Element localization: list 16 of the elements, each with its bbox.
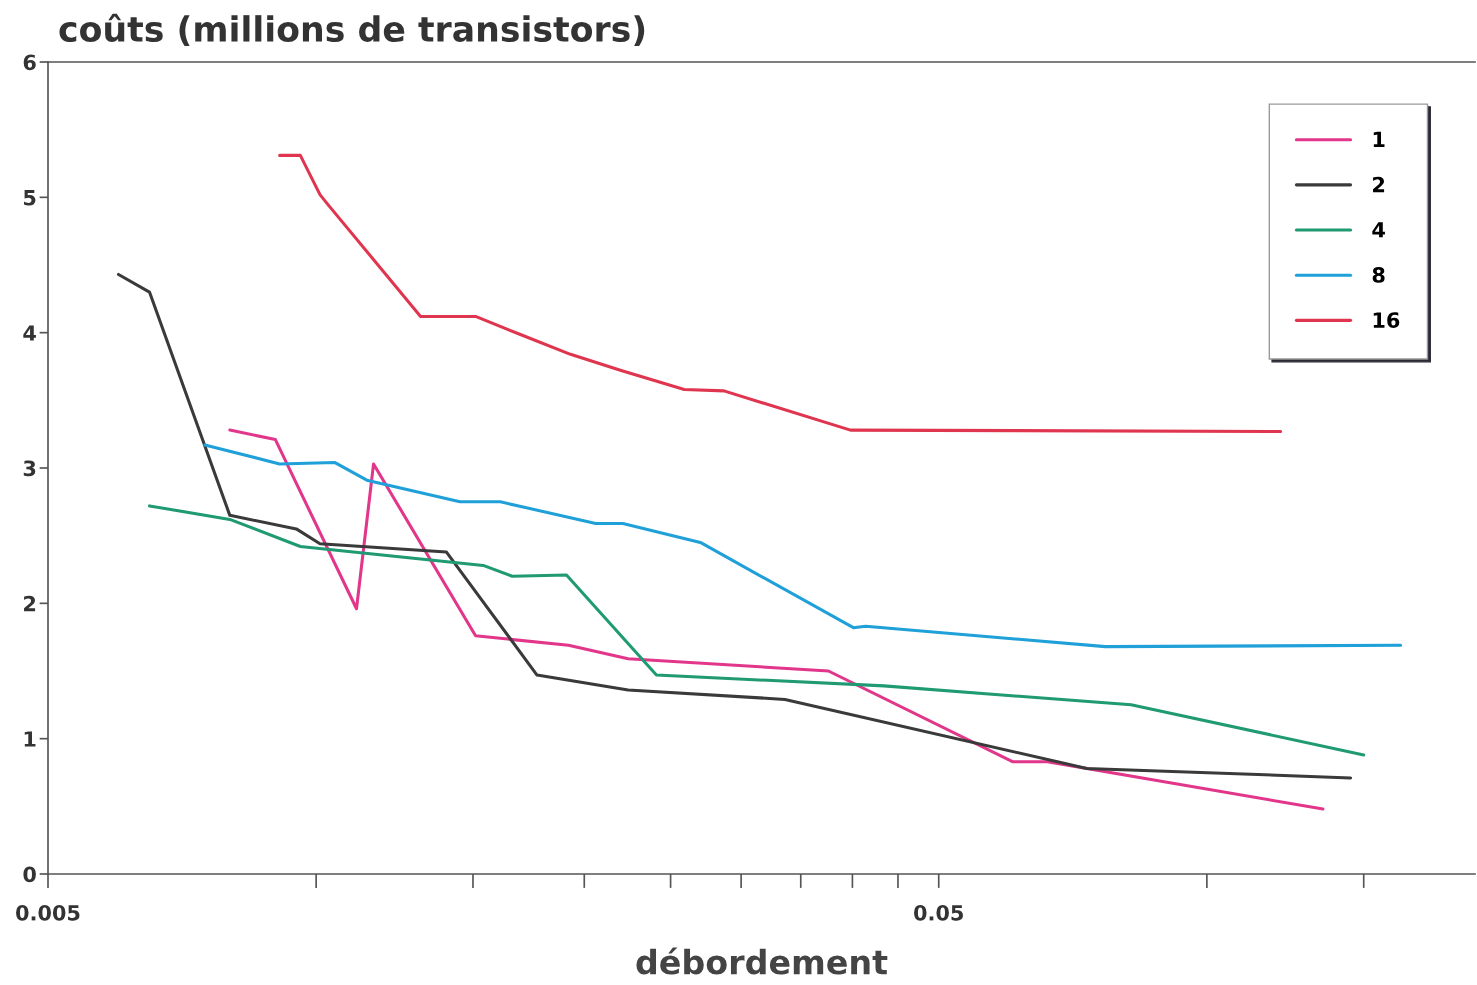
y-tick-label: 6 (23, 54, 36, 71)
y-tick-label: 3 (23, 460, 36, 477)
y-tick-label: 4 (23, 325, 36, 341)
legend-label: 8 (1372, 267, 1385, 283)
legend-label: 2 (1373, 176, 1385, 193)
x-axis-title: débordement (636, 947, 888, 975)
legend-label: 4 (1372, 222, 1385, 238)
x-tick-label: 0.05 (914, 904, 963, 921)
legend-label: 16 (1373, 312, 1400, 328)
x-tick-label: 0.005 (16, 904, 80, 921)
y-tick-label: 1 (24, 731, 36, 747)
y-axis-title: coûts (millions de transistors) (59, 13, 645, 47)
y-tick-label: 5 (24, 190, 36, 206)
y-tick-label: 2 (24, 595, 36, 612)
legend-label: 1 (1373, 131, 1385, 147)
y-tick-label: 0 (23, 866, 36, 883)
